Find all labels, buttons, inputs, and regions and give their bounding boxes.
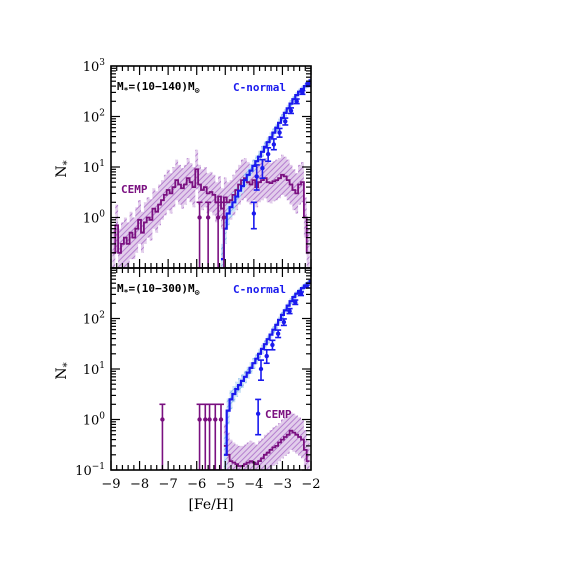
errorbar-point: [197, 417, 202, 422]
series-label-cnormal-bottom: C-normal: [233, 283, 286, 296]
cnormal-errorbar-top-4: [270, 138, 277, 151]
x-tick-label: −8: [130, 477, 149, 492]
cnormal-errorbar-top-6: [282, 117, 289, 126]
errorbar-point: [293, 300, 298, 305]
errorbar-point: [160, 417, 165, 422]
errorbar-point: [281, 319, 287, 325]
cemp-errorbar-bottom-2: [202, 403, 209, 470]
cnormal-errorbar-bottom-4: [275, 329, 282, 339]
errorbar-point: [287, 308, 292, 314]
y-tick-label: 103: [83, 58, 106, 75]
errorbar-point: [294, 99, 299, 104]
series-label-cnormal-top: C-normal: [233, 81, 286, 94]
x-tick-label: −2: [301, 477, 320, 492]
cemp-line-top: [112, 168, 310, 254]
x-tick-label: −9: [101, 477, 120, 492]
errorbar-point: [254, 174, 259, 179]
errorbar-point: [203, 417, 208, 422]
x-axis-label: [Fe/H]: [188, 497, 233, 513]
x-axis: −9 −8 −7 −6 −5 −4 −3 −2 [Fe/H]: [101, 477, 320, 513]
cnormal-errorbar-top-1: [259, 158, 266, 180]
errorbar-point: [298, 291, 304, 296]
panel-top: 100 101 102 103 N* M*=(10−140)M⊙ C-normal CEMP: [54, 58, 312, 269]
errorbar-point: [275, 331, 281, 336]
cemp-line-bottom: [223, 429, 310, 467]
y-tick-label: 101: [83, 361, 105, 378]
series-label-cemp-top: CEMP: [121, 183, 148, 196]
plot-area-bottom: [159, 278, 311, 470]
panel-bottom: 10−1 100 101 102 N* M*=(10−300)M⊙ C-normal CEMP: [54, 267, 312, 479]
y-axis-label-top: N*: [54, 160, 73, 177]
cnormal-errorbar-bottom-2: [263, 348, 270, 365]
errorbar-point: [215, 215, 221, 220]
cemp-errorbar-bottom-0: [159, 403, 166, 470]
cnormal-errorbar-top-7: [288, 107, 294, 115]
errorbar-point: [221, 215, 227, 220]
y-tick-label: 101: [83, 159, 105, 176]
cemp-errorbar-top-1: [205, 201, 212, 268]
x-tick-label: −6: [187, 477, 206, 492]
y-axis-label-bottom: N*: [54, 362, 73, 379]
errorbar-point: [271, 142, 277, 147]
cnormal-errorbar-top-9: [299, 89, 306, 96]
cnormal-errorbar-top-3: [265, 146, 272, 163]
cnormal-errorbar-top-8: [293, 98, 300, 105]
cnormal-errorbar-bottom-7: [292, 299, 299, 306]
cemp-errorbar-top-2: [215, 201, 222, 268]
errorbar-point: [255, 411, 261, 416]
errorbar-point: [213, 417, 218, 422]
cnormal-errorbar-bottom-1: [258, 359, 264, 382]
cnormal-errorbar-top-5: [276, 127, 283, 138]
cemp-band-top: [112, 149, 310, 268]
errorbar-point: [300, 90, 305, 95]
cemp-errorbar-bottom-3: [206, 403, 213, 470]
cnormal-errorbar-bottom-3: [269, 339, 276, 351]
errorbar-point: [258, 366, 264, 372]
series-label-cemp-bottom: CEMP: [265, 408, 292, 421]
x-tick-label: −7: [159, 477, 178, 492]
cemp-errorbar-top-3: [220, 201, 227, 268]
y-tick-label: 102: [83, 109, 105, 126]
cemp-errorbar-bottom-4: [212, 403, 219, 470]
errorbar-point: [197, 215, 202, 220]
errorbar-point: [251, 211, 257, 216]
cnormal-errorbar-bottom-5: [280, 318, 287, 327]
mass-label-bottom: M*=(10−300)M⊙: [117, 282, 200, 297]
errorbar-point: [277, 130, 282, 135]
cnormal-errorbar-bottom-8: [298, 291, 304, 297]
plot-area-top: [112, 77, 311, 268]
errorbar-point: [207, 417, 212, 422]
y-tick-label: 100: [83, 210, 106, 227]
x-tick-label: −4: [244, 477, 263, 492]
cemp-band-bottom: [223, 412, 310, 470]
errorbar-point: [264, 353, 269, 359]
cemp-errorbar-bottom-1: [196, 403, 203, 470]
cnormal-errorbar-top-2: [250, 201, 257, 230]
errorbar-point: [270, 342, 275, 348]
cnormal-errorbar-top-0: [253, 164, 260, 191]
cnormal-errorbar-bottom-0: [255, 398, 262, 436]
errorbar-point: [288, 108, 294, 113]
errorbar-point: [205, 215, 211, 220]
y-tick-label: 100: [83, 412, 106, 429]
cnormal-line-top: [221, 79, 311, 261]
errorbar-point: [283, 119, 288, 124]
errorbar-point: [260, 165, 265, 171]
errorbar-point: [265, 151, 271, 157]
x-tick-label: −3: [273, 477, 292, 492]
y-tick-label: 10−1: [75, 462, 105, 479]
cnormal-line-bottom: [223, 280, 311, 456]
x-tick-label: −5: [216, 477, 235, 492]
errorbar-point: [218, 417, 224, 422]
cnormal-errorbar-bottom-6: [286, 307, 293, 315]
mass-label-top: M*=(10−140)M⊙: [117, 80, 200, 95]
cemp-errorbar-bottom-5: [218, 403, 224, 470]
cemp-errorbar-top-0: [196, 201, 203, 268]
y-tick-label: 102: [83, 311, 105, 328]
